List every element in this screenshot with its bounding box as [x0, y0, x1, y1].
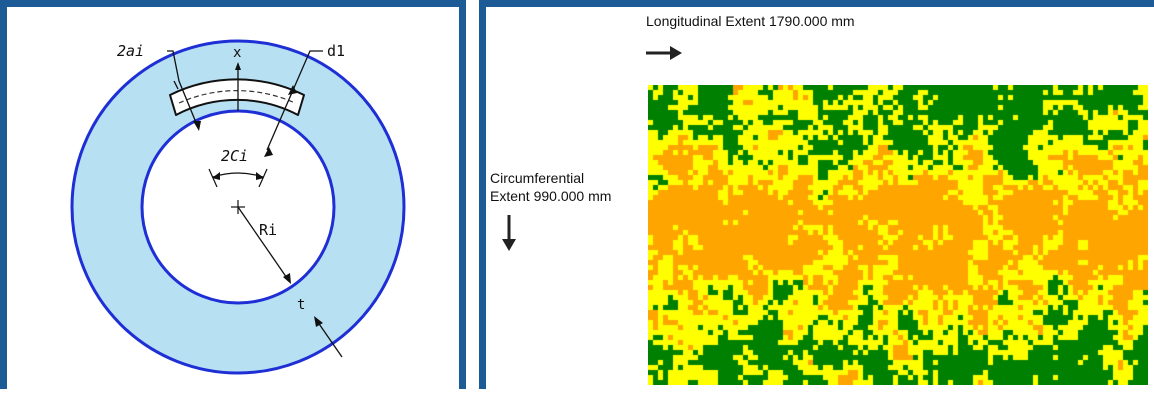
longitudinal-arrow-icon	[646, 46, 682, 60]
corrosion-map-panel: Longitudinal Extent 1790.000 mm Circumfe…	[479, 0, 1154, 389]
two-a-arrowhead	[193, 121, 201, 131]
x-axis-label: x	[233, 45, 241, 61]
d1-arrowhead-bottom	[264, 147, 273, 157]
radius-label: Ri	[259, 221, 277, 239]
two-a-label: 2ai	[117, 42, 144, 60]
thickness-arrowhead	[314, 316, 323, 327]
d1-arrowhead-top	[288, 85, 297, 95]
d1-leader	[266, 50, 323, 151]
corrosion-heatmap	[648, 85, 1148, 385]
circumferential-extent-label-line1: Circumferential	[490, 170, 585, 186]
x-axis-arrowhead	[235, 62, 241, 70]
radius-line	[237, 206, 290, 282]
longitudinal-extent-label: Longitudinal Extent 1790.000 mm	[646, 13, 855, 29]
radius-arrowhead	[283, 273, 291, 284]
pipe-cross-section-panel: x 2ai d1 2Ci Ri t	[0, 0, 466, 389]
thickness-label: t	[297, 297, 305, 313]
two-a-leader	[167, 50, 198, 126]
d1-label: d1	[327, 42, 345, 60]
two-c-label: 2Ci	[221, 147, 248, 165]
pipe-cross-section-diagram: x 2ai d1 2Ci Ri t	[70, 39, 406, 375]
crack-midline	[178, 90, 296, 104]
circumferential-extent-label-line2: Extent 990.000 mm	[490, 188, 612, 204]
circumferential-arrow-icon	[502, 215, 516, 251]
crack-flaw	[169, 78, 305, 116]
